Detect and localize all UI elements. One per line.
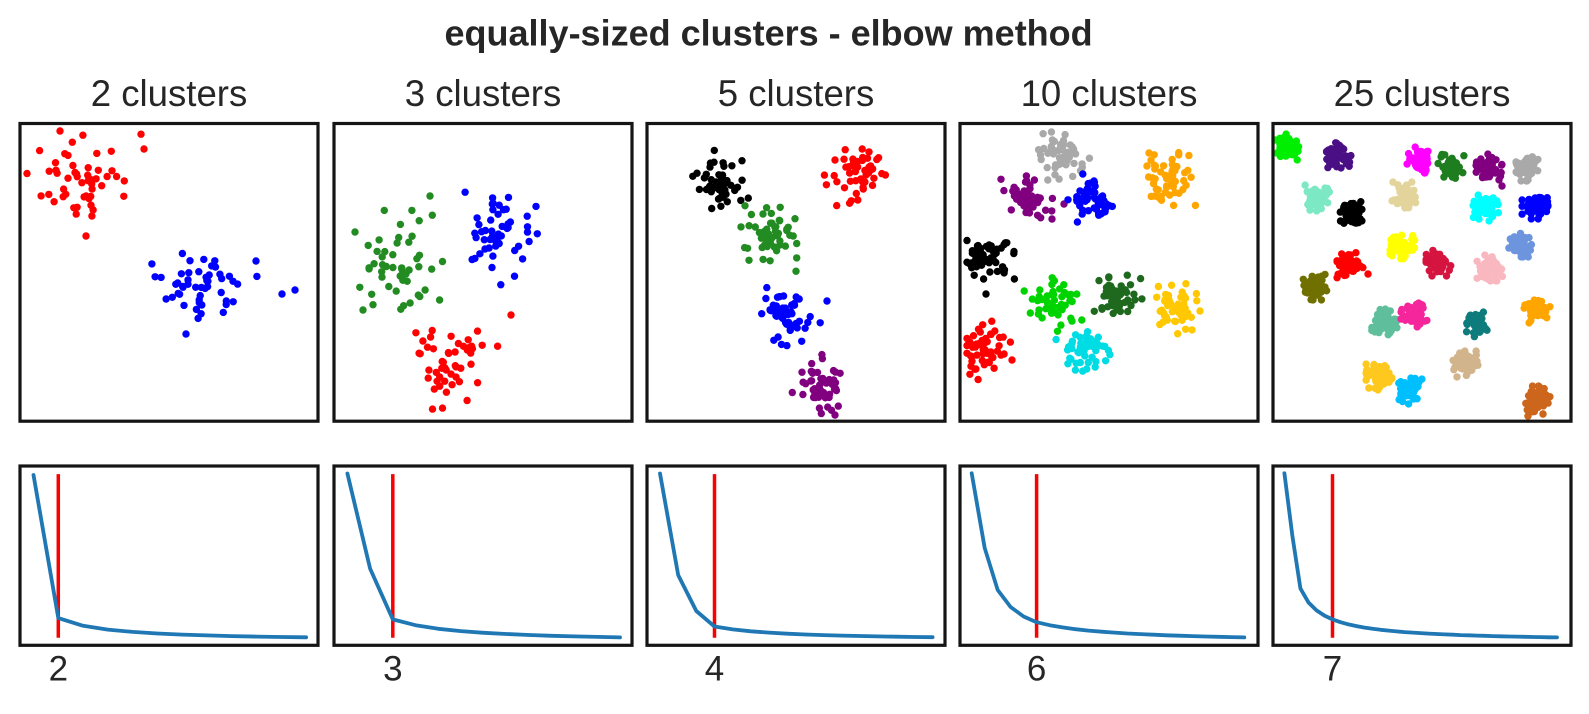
svg-text:equally-sized clusters - elbow: equally-sized clusters - elbow method	[445, 13, 1093, 54]
svg-text:7: 7	[1323, 650, 1342, 689]
svg-text:2 clusters: 2 clusters	[91, 73, 248, 114]
svg-text:3: 3	[383, 650, 402, 689]
svg-text:5 clusters: 5 clusters	[718, 73, 875, 114]
svg-text:3 clusters: 3 clusters	[405, 73, 562, 114]
svg-text:2: 2	[49, 650, 68, 689]
svg-text:4: 4	[705, 650, 724, 689]
svg-text:6: 6	[1027, 650, 1046, 689]
svg-text:25 clusters: 25 clusters	[1334, 73, 1511, 114]
svg-text:10 clusters: 10 clusters	[1021, 73, 1198, 114]
